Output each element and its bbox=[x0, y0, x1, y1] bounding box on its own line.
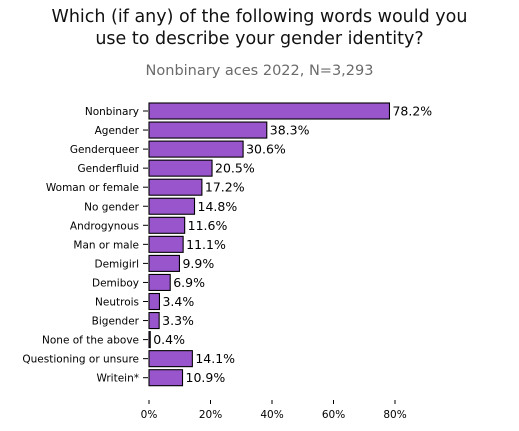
chart-title: Which (if any) of the following words wo… bbox=[51, 7, 468, 49]
category-label: Androgynous bbox=[70, 220, 139, 232]
bar bbox=[148, 273, 171, 292]
bar bbox=[148, 369, 184, 387]
category-label: Questioning or unsure bbox=[22, 354, 139, 366]
category-label: Demiboy bbox=[92, 277, 139, 289]
value-label: 6.9% bbox=[173, 275, 205, 290]
bar bbox=[148, 121, 268, 139]
bar bbox=[148, 140, 244, 158]
bar bbox=[148, 159, 213, 177]
value-label: 78.2% bbox=[392, 104, 432, 119]
category-label: Writein* bbox=[96, 373, 139, 385]
category-label: Agender bbox=[95, 125, 140, 137]
value-label: 9.9% bbox=[182, 256, 214, 271]
value-label: 20.5% bbox=[215, 161, 255, 176]
category-label: None of the above bbox=[42, 335, 139, 347]
category-label: Genderfluid bbox=[77, 163, 139, 175]
bar bbox=[148, 197, 196, 215]
category-label: No gender bbox=[84, 201, 140, 213]
value-label: 0.4% bbox=[153, 332, 185, 347]
category-label: Nonbinary bbox=[85, 106, 139, 118]
category-label: Demigirl bbox=[94, 258, 139, 270]
bar bbox=[148, 254, 180, 272]
bar bbox=[148, 292, 161, 311]
bar bbox=[148, 102, 391, 120]
x-tick-label: 40% bbox=[260, 409, 283, 421]
value-label: 3.4% bbox=[162, 294, 194, 309]
value-label: 11.1% bbox=[186, 237, 226, 252]
bar bbox=[148, 311, 160, 330]
category-label: Genderqueer bbox=[70, 144, 140, 156]
value-label: 14.1% bbox=[195, 351, 235, 366]
value-label: 17.2% bbox=[205, 180, 245, 195]
bar bbox=[148, 331, 151, 349]
chart-subtitle: Nonbinary aces 2022, N=3,293 bbox=[145, 63, 374, 79]
value-label: 38.3% bbox=[270, 123, 310, 138]
category-label: Bigender bbox=[92, 316, 140, 328]
value-label: 30.6% bbox=[246, 142, 286, 157]
category-label: Neutrois bbox=[95, 297, 139, 309]
x-tick-label: 0% bbox=[141, 409, 158, 421]
bar bbox=[148, 216, 186, 234]
value-label: 3.3% bbox=[162, 313, 194, 328]
x-tick-label: 20% bbox=[199, 409, 222, 421]
value-label: 11.6% bbox=[188, 218, 228, 233]
value-label: 14.8% bbox=[198, 199, 238, 214]
x-tick-label: 80% bbox=[383, 409, 406, 421]
category-label: Woman or female bbox=[46, 182, 139, 194]
category-label: Man or male bbox=[73, 239, 139, 251]
value-label: 10.9% bbox=[186, 370, 226, 385]
bar bbox=[148, 178, 203, 196]
bar bbox=[148, 235, 184, 253]
x-tick-label: 60% bbox=[322, 409, 345, 421]
bar bbox=[148, 350, 193, 368]
